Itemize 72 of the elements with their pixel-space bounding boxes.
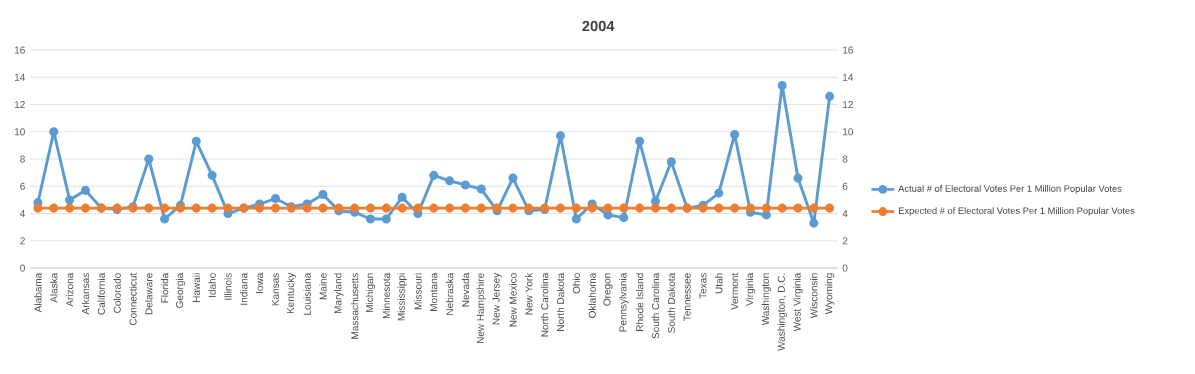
x-tick-label: Wyoming <box>825 273 835 315</box>
x-tick-label: California <box>97 272 105 315</box>
x-tick-label: North Dakota <box>556 272 565 331</box>
y2-tick-label: 4 <box>842 210 848 217</box>
x-tick-label: Florida <box>160 272 169 303</box>
x-tick-label: New York <box>525 272 533 315</box>
chart-title: 2004 <box>582 20 615 32</box>
x-tick-label: Michigan <box>365 273 376 312</box>
x-tick-label: South Dakota <box>667 272 675 333</box>
x-tick-label: Mississippi <box>397 273 407 321</box>
x-tick-label: Utah <box>715 273 723 294</box>
x-tick-label: Virginia <box>745 272 756 306</box>
x-tick-label: Massachusetts <box>350 273 359 339</box>
x-tick-label: Washington, D.C. <box>777 273 787 351</box>
y-tick-label: 0 <box>20 264 25 272</box>
y-tick-label: 2 <box>20 237 25 245</box>
y-tick-label: 12 <box>14 100 25 108</box>
x-tick-label: Connecticut <box>129 272 137 326</box>
x-tick-label: Nevada <box>461 272 470 307</box>
y-tick-label: 4 <box>19 210 26 217</box>
y2-tick-label: 12 <box>843 100 853 108</box>
x-tick-label: Washington <box>761 273 771 326</box>
y-tick-label: 8 <box>20 155 25 163</box>
x-tick-label: Colorado <box>113 273 121 313</box>
y2-tick-label: 16 <box>843 46 853 54</box>
x-tick-label: Missouri <box>414 273 422 310</box>
x-tick-label: Louisiana <box>303 272 311 315</box>
x-tick-label: Arizona <box>65 272 74 307</box>
x-tick-label: Delaware <box>145 273 153 315</box>
x-tick-label: Ohio <box>572 273 580 294</box>
legend-label: Actual # of Electoral Votes Per 1 Million Popular Votes <box>898 185 1122 194</box>
x-tick-label: Texas <box>699 273 707 299</box>
x-tick-label: Arkansas <box>81 273 90 315</box>
y2-tick-label: 10 <box>843 128 854 136</box>
x-tick-label: Iowa <box>256 272 264 293</box>
y2-tick-label: 8 <box>842 155 848 163</box>
x-tick-label: West Virginia <box>793 272 803 332</box>
x-tick-label: North Carolina <box>540 272 549 337</box>
y-tick-label: 14 <box>14 73 26 81</box>
x-tick-label: Pennsylvania <box>619 272 629 332</box>
x-tick-label: Indiana <box>240 272 248 305</box>
y2-tick-label: 0 <box>842 264 848 272</box>
x-tick-label: Alabama <box>34 272 42 313</box>
x-tick-label: South Carolina <box>651 272 660 339</box>
y-tick-label: 16 <box>14 46 25 54</box>
x-tick-label: New Mexico <box>509 273 517 327</box>
y-tick-label: 6 <box>20 182 25 190</box>
x-tick-label: Kentucky <box>286 272 296 314</box>
x-tick-label: Maryland <box>334 273 344 314</box>
x-tick-label: New Jersey <box>492 272 502 325</box>
legend-label: Expected # of Electoral Votes Per 1 Million Popular Votes <box>898 207 1135 216</box>
x-tick-label: Wisconsin <box>810 273 818 319</box>
y-tick-label: 10 <box>14 128 25 136</box>
x-tick-label: Georgia <box>175 272 186 308</box>
x-tick-label: Rhode Island <box>635 273 644 331</box>
x-tick-label: Maine <box>319 273 327 300</box>
x-tick-label: Illinois <box>224 273 232 300</box>
x-tick-label: New Hampshire <box>476 273 486 344</box>
x-tick-label: Hawaii <box>192 273 200 302</box>
x-tick-label: Vermont <box>731 272 739 310</box>
x-tick-label: Montana <box>430 272 438 311</box>
y2-tick-label: 6 <box>842 182 848 190</box>
y2-tick-label: 14 <box>843 73 854 81</box>
x-tick-label: Oklahoma <box>588 272 596 318</box>
x-tick-label: Alaska <box>50 272 58 303</box>
x-tick-label: Minnesota <box>382 272 390 319</box>
x-tick-label: Idaho <box>208 273 216 297</box>
x-tick-label: Nebraska <box>445 272 454 315</box>
x-tick-label: Oregon <box>603 273 613 306</box>
y2-tick-label: 2 <box>842 237 848 245</box>
x-tick-label: Tennessee <box>683 273 691 321</box>
x-tick-label: Kansas <box>271 273 279 306</box>
